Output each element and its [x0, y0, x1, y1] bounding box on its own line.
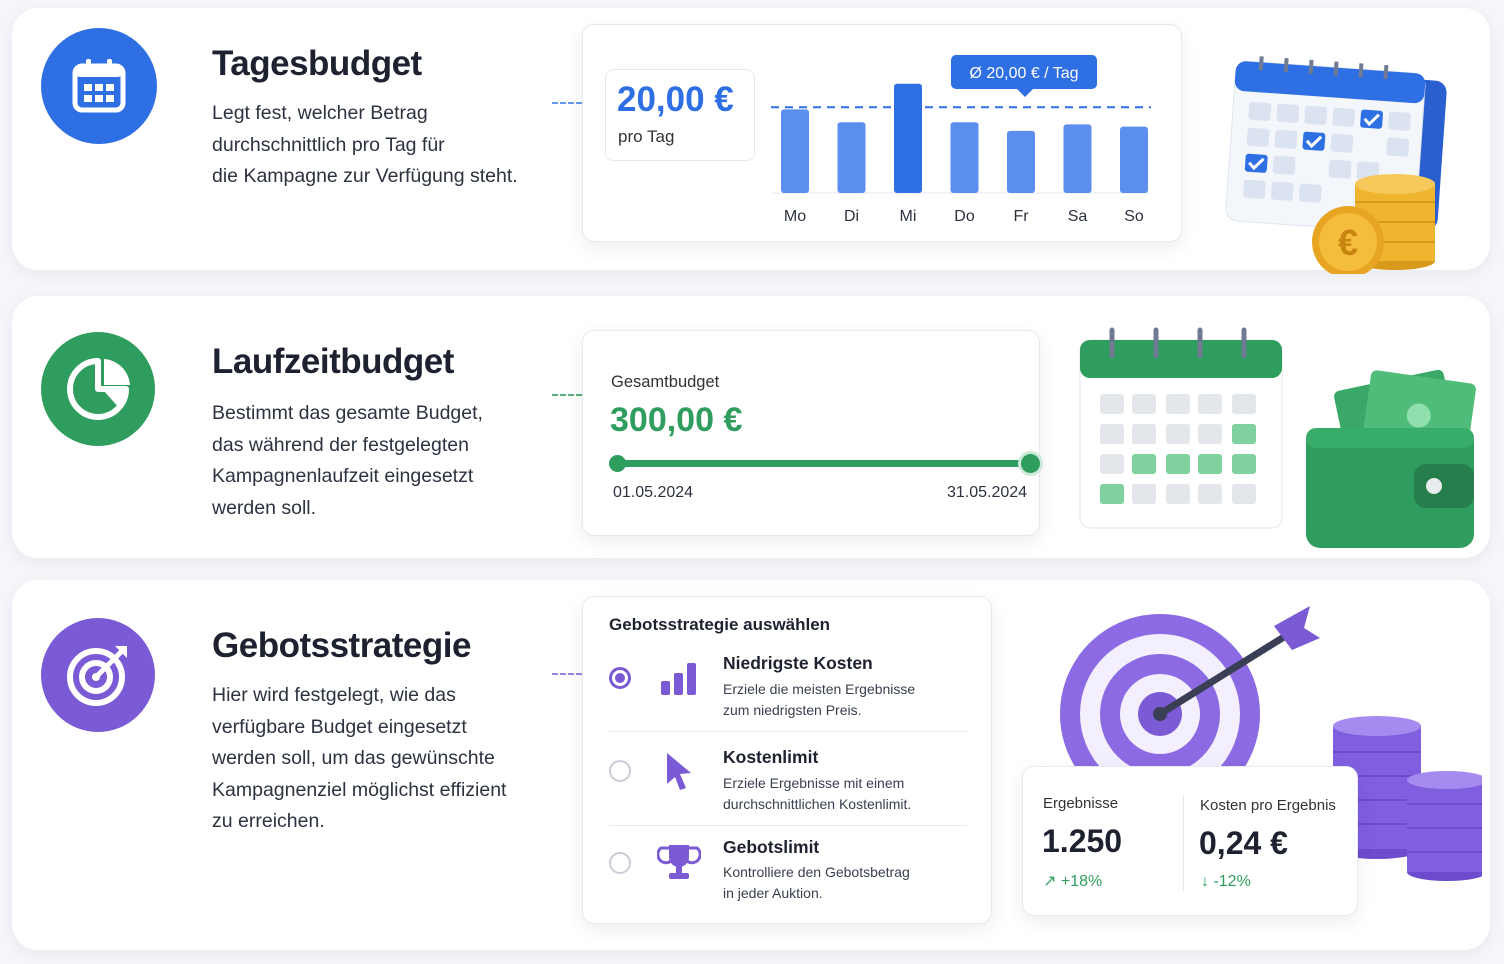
chart-tick-label: Sa	[1068, 208, 1088, 225]
option-title: Niedrigste Kosten	[723, 653, 873, 673]
metrics-card: Ergebnisse 1.250 ↗ +18% Kosten pro Ergeb…	[1022, 766, 1358, 916]
chart-bar	[1007, 130, 1035, 193]
chart-tick-label: Fr	[1013, 208, 1029, 225]
daily-budget-card: 20,00 € pro Tag Mo Di Mi Do Fr Sa So Ø 20,00 € …	[582, 24, 1182, 242]
trend-up-icon: ↗	[1043, 873, 1057, 890]
option-subtitle: Erziele die meisten Ergebnisse zum niedr…	[723, 681, 916, 718]
date-range-track	[619, 460, 1031, 467]
results-change: ↗ +18%	[1043, 873, 1103, 890]
connector-dash	[552, 673, 582, 675]
option-title: Kostenlimit	[723, 747, 819, 767]
chart-tick-label: Mi	[900, 208, 917, 225]
trophy-icon	[657, 845, 701, 879]
connector-dash	[552, 102, 582, 104]
daily-budget-section: Tagesbudget Legt fest, welcher Betrag du…	[12, 8, 1490, 278]
cost-value: 0,24 €	[1199, 825, 1288, 861]
calendar-wallet-illustration	[1074, 318, 1488, 558]
average-badge-pointer	[1017, 89, 1033, 97]
cost-change: ↓ -12%	[1201, 873, 1251, 890]
option-subtitle: Erziele Ergebnisse mit einem durchschnit…	[723, 775, 912, 812]
lifetime-budget-section: Laufzeitbudget Bestimmt das gesamte Budg…	[12, 296, 1490, 558]
chart-bar	[781, 109, 809, 193]
chart-bar	[1063, 124, 1092, 193]
connector-dash	[552, 394, 582, 396]
start-date: 01.05.2024	[613, 484, 694, 501]
chart-tick-label: Di	[844, 208, 859, 225]
section-description: Hier wird festgelegt, wie das verfügbare…	[212, 684, 507, 832]
daily-amount: 20,00 €	[617, 80, 734, 119]
results-label: Ergebnisse	[1043, 795, 1119, 812]
selector-title: Gebotsstrategie auswählen	[609, 615, 831, 634]
cursor-icon	[667, 753, 691, 790]
section-title: Tagesbudget	[212, 44, 422, 83]
lifetime-budget-card: Gesamtbudget 300,00 € 01.05.2024 31.05.2…	[582, 330, 1040, 536]
pie-chart-icon	[41, 332, 155, 446]
bidding-strategy-selector: Gebotsstrategie auswählen Niedrigste Kos…	[582, 596, 992, 924]
average-badge-label: Ø 20,00 € / Tag	[969, 65, 1078, 82]
metrics-divider	[1183, 795, 1184, 891]
daily-amount-box: 20,00 € pro Tag	[605, 69, 755, 161]
radio-selected[interactable]	[609, 667, 631, 689]
bar-chart-icon	[661, 663, 696, 695]
cost-label: Kosten pro Ergebnis	[1200, 797, 1336, 814]
trend-down-icon: ↓	[1201, 873, 1209, 890]
svg-text:€: €	[1338, 222, 1358, 263]
total-budget-amount: 300,00 €	[610, 401, 743, 439]
chart-tick-label: Do	[954, 208, 975, 225]
chart-tick-label: So	[1124, 208, 1144, 225]
range-end-handle[interactable]	[1021, 454, 1040, 473]
daily-bar-chart: Mo Di Mi Do Fr Sa So Ø 20,00 € / Tag	[771, 55, 1151, 225]
chart-bar	[894, 83, 922, 193]
range-start-handle[interactable]	[609, 455, 626, 472]
target-illustration	[1052, 604, 1487, 904]
calendar-icon	[41, 28, 157, 144]
chart-bar	[837, 122, 866, 193]
option-subtitle: Kontrolliere den Gebotsbetrag in jeder A…	[723, 864, 910, 901]
daily-amount-unit: pro Tag	[618, 127, 675, 146]
option-title: Gebotslimit	[723, 837, 820, 857]
chart-tick-label: Mo	[784, 208, 806, 225]
strategy-option-lowest-cost[interactable]: Niedrigste Kosten Erziele die meisten Er…	[583, 651, 991, 731]
results-value: 1.250	[1042, 823, 1123, 859]
chart-bar	[1120, 126, 1148, 193]
divider	[609, 731, 967, 732]
bidding-strategy-section: Gebotsstrategie Hier wird festgelegt, wi…	[12, 580, 1490, 950]
calendar-coins-illustration: €	[1200, 44, 1470, 278]
total-budget-label: Gesamtbudget	[611, 373, 720, 391]
end-date: 31.05.2024	[947, 484, 1028, 501]
section-description: Legt fest, welcher Betrag durchschnittli…	[212, 102, 518, 187]
section-description: Bestimmt das gesamte Budget, das während…	[212, 402, 483, 519]
average-badge	[951, 55, 1097, 89]
radio-unselected[interactable]	[609, 760, 631, 782]
strategy-option-bid-cap[interactable]: Gebotslimit Kontrolliere den Gebotsbetra…	[583, 837, 991, 917]
radio-unselected[interactable]	[609, 852, 631, 874]
section-title: Laufzeitbudget	[212, 342, 454, 381]
divider	[609, 825, 967, 826]
target-icon	[41, 618, 155, 732]
strategy-option-cost-cap[interactable]: Kostenlimit Erziele Ergebnisse mit einem…	[583, 745, 991, 825]
section-title: Gebotsstrategie	[212, 626, 471, 665]
chart-bar	[950, 122, 979, 193]
